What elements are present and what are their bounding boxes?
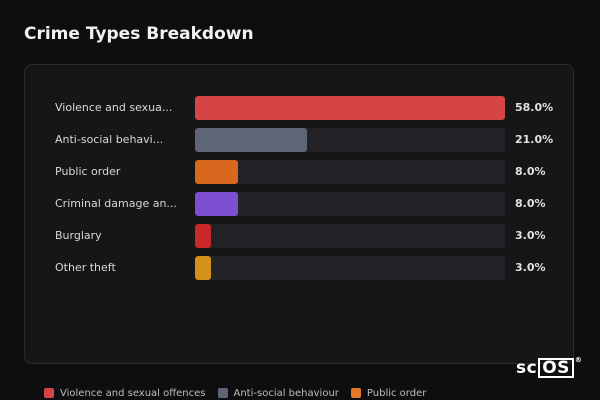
logo-box: OS [538, 358, 574, 378]
bar[interactable] [195, 256, 212, 280]
scos-logo: sc OS ® [516, 356, 583, 378]
legend-label: Anti-social behaviour [233, 387, 339, 399]
chart-title: Crime Types Breakdown [24, 24, 254, 44]
bar-value-label: 8.0% [515, 197, 546, 210]
bar-row: Other theft 3.0% [25, 256, 573, 280]
bar-row: Public order 8.0% [25, 160, 573, 184]
bar-track [195, 128, 505, 152]
bar-row: Criminal damage an... 8.0% [25, 192, 573, 216]
bar-value-label: 8.0% [515, 165, 546, 178]
bar-label: Public order [55, 165, 121, 178]
bar-track [195, 160, 505, 184]
bar-row: Burglary 3.0% [25, 224, 573, 248]
bar-value-label: 3.0% [515, 261, 546, 274]
bar-row: Violence and sexua... 58.0% [25, 96, 573, 120]
logo-text: sc [516, 358, 538, 378]
legend-swatch [350, 388, 361, 398]
legend: Violence and sexual offences Anti-social … [44, 386, 426, 400]
bar-label: Anti-social behavi... [55, 133, 164, 146]
bar[interactable] [195, 96, 505, 120]
bar-label: Violence and sexua... [55, 101, 173, 114]
bar-label: Criminal damage an... [55, 197, 177, 210]
legend-swatch [217, 388, 228, 398]
bar-value-label: 58.0% [515, 101, 554, 114]
legend-item[interactable]: Violence and sexual offences [44, 388, 206, 399]
bar[interactable] [195, 192, 238, 216]
bar-value-label: 3.0% [515, 229, 546, 242]
chart-card: Violence and sexua... 58.0% Anti-social be… [24, 64, 574, 364]
bar[interactable] [195, 128, 308, 152]
bar-track [195, 256, 505, 280]
bar-track [195, 224, 505, 248]
registered-mark: ® [574, 356, 583, 364]
bar-track [195, 192, 505, 216]
legend-label: Violence and sexual offences [60, 387, 206, 399]
legend-swatch [44, 388, 54, 398]
bar-label: Other theft [55, 261, 116, 274]
legend-item[interactable]: Public order [350, 387, 427, 399]
legend-label: Public order [366, 387, 427, 399]
bar-track [195, 96, 505, 120]
bar[interactable] [195, 224, 212, 248]
bar-value-label: 21.0% [515, 133, 554, 146]
bar[interactable] [195, 160, 238, 184]
bar-row: Anti-social behavi... 21.0% [25, 128, 573, 152]
legend-item[interactable]: Anti-social behaviour [217, 387, 339, 399]
bar-label: Burglary [55, 229, 102, 242]
